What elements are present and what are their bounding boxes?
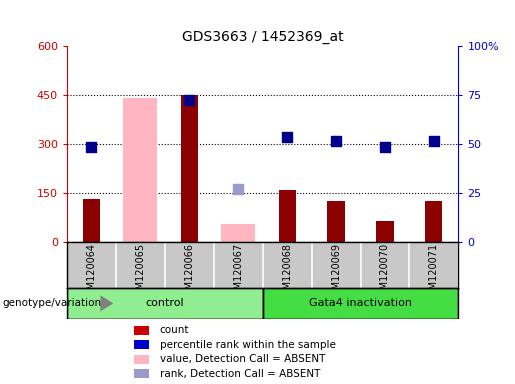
Text: genotype/variation: genotype/variation	[3, 298, 101, 308]
Point	[88, 144, 96, 151]
Text: rank, Detection Call = ABSENT: rank, Detection Call = ABSENT	[160, 369, 320, 379]
Bar	[221, 224, 255, 242]
Bar	[328, 201, 345, 242]
Point	[234, 185, 242, 192]
Bar	[134, 340, 149, 349]
Bar	[67, 288, 263, 319]
Bar	[134, 369, 149, 378]
Point	[381, 144, 389, 151]
Point	[430, 138, 438, 144]
Bar	[376, 221, 393, 242]
Bar	[123, 98, 158, 242]
Bar	[83, 200, 100, 242]
Text: GSM120070: GSM120070	[380, 243, 390, 303]
Bar	[425, 201, 442, 242]
Text: GSM120068: GSM120068	[282, 243, 292, 302]
Bar	[263, 288, 458, 319]
Bar	[134, 355, 149, 364]
Text: GSM120071: GSM120071	[429, 243, 439, 303]
Bar	[279, 190, 296, 242]
Text: count: count	[160, 326, 189, 336]
Point	[283, 134, 291, 141]
Text: control: control	[146, 298, 184, 308]
Text: GSM120065: GSM120065	[135, 243, 145, 303]
Text: Gata4 inactivation: Gata4 inactivation	[309, 298, 412, 308]
Title: GDS3663 / 1452369_at: GDS3663 / 1452369_at	[182, 30, 344, 44]
Text: GSM120066: GSM120066	[184, 243, 194, 302]
Bar	[134, 326, 149, 335]
Text: value, Detection Call = ABSENT: value, Detection Call = ABSENT	[160, 354, 325, 364]
Text: percentile rank within the sample: percentile rank within the sample	[160, 340, 336, 350]
Text: GSM120067: GSM120067	[233, 243, 243, 303]
Bar	[181, 95, 198, 242]
Text: GSM120069: GSM120069	[331, 243, 341, 302]
Point	[185, 97, 194, 103]
Polygon shape	[100, 295, 113, 311]
Text: GSM120064: GSM120064	[87, 243, 96, 302]
Point	[332, 138, 340, 144]
